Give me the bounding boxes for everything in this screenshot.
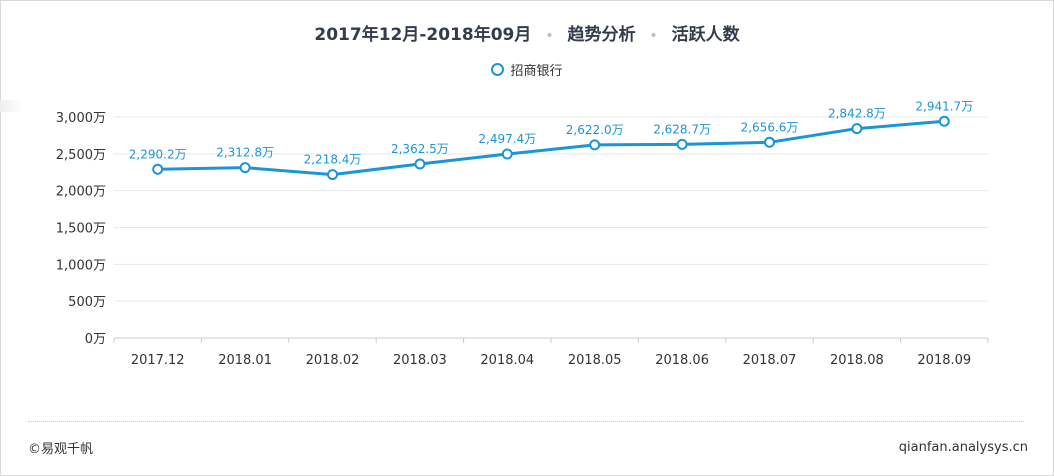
data-point: [501, 148, 513, 160]
x-tick-label: 2018.06: [655, 353, 709, 368]
data-label: 2,842.8万: [828, 107, 886, 121]
x-tick-label: 2017.12: [131, 353, 185, 368]
y-tick-label: 500万: [68, 295, 106, 310]
y-tick-label: 1,500万: [56, 222, 106, 237]
decorative-shadow: [0, 100, 24, 112]
site-url: qianfan.analysys.cn: [898, 440, 1028, 455]
y-tick-label: 1,000万: [56, 258, 106, 273]
data-point: [414, 158, 426, 170]
title-section: 趋势分析: [567, 25, 636, 45]
data-point: [851, 123, 863, 135]
x-tick-label: 2018.08: [830, 353, 884, 368]
data-label: 2,941.7万: [915, 99, 973, 113]
data-point: [589, 139, 601, 151]
title-separator: •: [649, 28, 658, 44]
data-point: [327, 169, 338, 181]
data-label: 2,362.5万: [391, 142, 449, 156]
y-tick-label: 2,500万: [56, 148, 106, 163]
data-point: [764, 136, 775, 148]
data-label: 2,497.4万: [478, 132, 536, 146]
y-tick-label: 2,000万: [56, 185, 106, 200]
legend[interactable]: 招商银行: [0, 60, 1054, 79]
data-label: 2,312.8万: [216, 146, 274, 160]
data-point: [239, 162, 251, 174]
series-line: [157, 119, 945, 177]
title-period: 2017年12月-2018年09月: [314, 25, 532, 45]
x-tick-label: 2018.09: [917, 353, 971, 368]
x-tick-label: 2018.01: [218, 353, 272, 368]
chart-title: 2017年12月-2018年09月 • 趋势分析 • 活跃人数: [0, 20, 1054, 45]
data-label: 2,628.7万: [653, 122, 711, 136]
x-tick-label: 2018.05: [568, 353, 622, 368]
copyright-text: ©易观千帆: [28, 442, 94, 457]
legend-label: 招商银行: [510, 64, 563, 79]
x-tick-label: 2018.03: [393, 353, 447, 368]
x-tick-label: 2018.07: [743, 353, 797, 368]
data-point: [938, 115, 950, 127]
y-tick-label: 0万: [85, 332, 106, 347]
x-tick-label: 2018.04: [480, 353, 534, 368]
data-point: [676, 138, 688, 150]
data-label: 2,290.2万: [129, 147, 187, 161]
data-label: 2,218.4万: [304, 153, 362, 167]
data-point: [152, 163, 164, 175]
legend-circle-icon: [491, 63, 505, 76]
data-label: 2,622.0万: [566, 123, 624, 137]
y-tick-label: 3,000万: [56, 111, 106, 126]
footer-divider: [28, 421, 1024, 422]
data-label: 2,656.6万: [741, 120, 799, 134]
title-metric: 活跃人数: [671, 25, 740, 45]
x-tick-label: 2018.02: [306, 353, 360, 368]
title-separator: •: [545, 28, 554, 44]
line-chart: 0万 500万 1,000万 1,500万 2,000万 2,500万 3,000万 2017…: [56, 99, 989, 368]
